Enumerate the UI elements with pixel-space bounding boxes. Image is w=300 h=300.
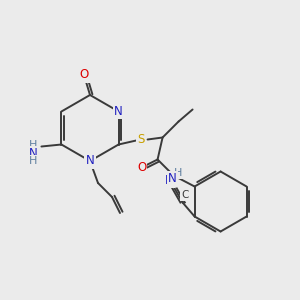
Text: S: S — [137, 133, 144, 146]
Text: C: C — [181, 190, 188, 200]
Text: H: H — [173, 167, 182, 178]
Text: H: H — [29, 140, 38, 149]
Text: N: N — [29, 147, 38, 160]
Text: O: O — [137, 161, 146, 174]
Text: O: O — [80, 68, 88, 82]
Text: N: N — [114, 105, 123, 118]
Text: N: N — [85, 154, 94, 167]
Text: N: N — [168, 172, 177, 185]
Text: H: H — [29, 157, 38, 166]
Text: N: N — [165, 174, 174, 187]
